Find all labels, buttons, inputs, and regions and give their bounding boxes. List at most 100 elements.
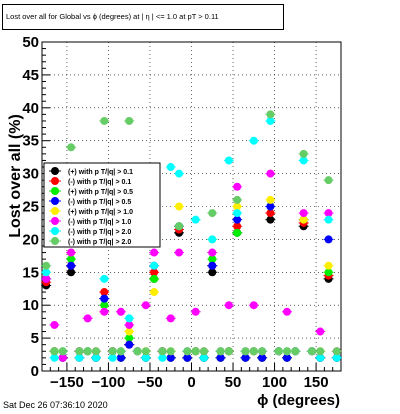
data-point [50,353,59,362]
data-point [166,347,175,356]
data-point [249,136,258,145]
data-point [324,268,333,277]
data-point [58,353,67,362]
data-point [191,307,200,316]
legend-box [43,162,161,248]
data-point [83,347,92,356]
data-point [241,347,250,356]
data-point [166,353,175,362]
data-point [150,261,159,270]
y-tick-label: 35 [22,133,39,150]
data-point [91,353,100,362]
data-point [108,353,117,362]
data-point [324,235,333,244]
data-point [274,347,283,356]
data-point [141,347,150,356]
data-point [150,248,159,257]
chart-title: Lost over all for Global vs ϕ (degrees) … [2,4,284,30]
data-point [67,255,76,264]
data-point [224,156,233,165]
data-point [224,347,233,356]
data-point [100,274,109,283]
data-point [175,222,184,231]
legend-marker [51,177,59,185]
data-point [283,353,292,362]
data-point [233,182,242,191]
data-point [299,215,308,224]
legend-entry: (-) with p T/|q| > 1.0 [68,219,131,226]
data-point [233,209,242,218]
data-point [199,347,208,356]
data-point [266,169,275,178]
data-point [158,347,167,356]
data-point [283,307,292,316]
legend-marker [51,227,59,235]
y-tick-label: 45 [22,67,39,84]
data-point [150,288,159,297]
data-point [208,268,217,277]
y-tick-label: 40 [22,100,39,117]
data-point [199,353,208,362]
data-point [291,347,300,356]
y-tick-label: 50 [22,34,39,51]
data-point [42,261,51,270]
data-point [141,301,150,310]
x-tick-label: 50 [225,374,242,391]
data-point [224,301,233,310]
data-point [233,215,242,224]
data-point [299,156,308,165]
data-point [324,261,333,270]
data-point [283,347,292,356]
data-point [83,314,92,323]
data-point [158,353,167,362]
data-point [125,116,134,125]
data-point [125,314,134,323]
data-point [108,347,117,356]
data-point [324,209,333,218]
x-tick-label: 100 [262,374,287,391]
legend-entry: (-) with p T/|q| > 0.1 [68,179,131,186]
legend-entry: (-) with p T/|q| > 2.0 [68,229,131,236]
data-point [125,327,134,336]
data-point [233,195,242,204]
data-point [299,149,308,158]
y-tick-label: 0 [31,363,39,380]
data-point [249,347,258,356]
data-point [266,209,275,218]
data-point [332,353,341,362]
y-tick-label: 5 [31,330,39,347]
data-point [183,353,192,362]
data-point [58,347,67,356]
data-point [150,274,159,283]
legend-marker [51,197,59,205]
data-point [266,215,275,224]
data-point [233,222,242,231]
data-point [166,163,175,172]
x-tick-label: −150 [50,374,84,391]
legend-entry: (+) with p T/|q| > 0.5 [68,189,133,196]
data-point [75,353,84,362]
data-point [266,110,275,119]
x-axis-label: ϕ (degrees) [257,392,340,409]
legend-marker [51,167,59,175]
data-point [191,347,200,356]
data-point [266,116,275,125]
y-tick-label: 30 [22,166,39,183]
data-point [208,255,217,264]
data-point [216,347,225,356]
data-point [100,307,109,316]
legend-entry: (+) with p T/|q| > 0.1 [68,169,133,176]
data-point [150,268,159,277]
data-point [67,248,76,257]
data-point [299,209,308,218]
x-tick-label: −100 [92,374,126,391]
data-point [67,261,76,270]
data-point [316,327,325,336]
data-point [125,334,134,343]
y-tick-label: 25 [22,199,39,216]
data-point [100,288,109,297]
legend: (+) with p T/|q| > 0.1 (-) with p T/|q| >… [43,162,161,248]
data-point [100,116,109,125]
data-point [266,202,275,211]
data-point [116,347,125,356]
